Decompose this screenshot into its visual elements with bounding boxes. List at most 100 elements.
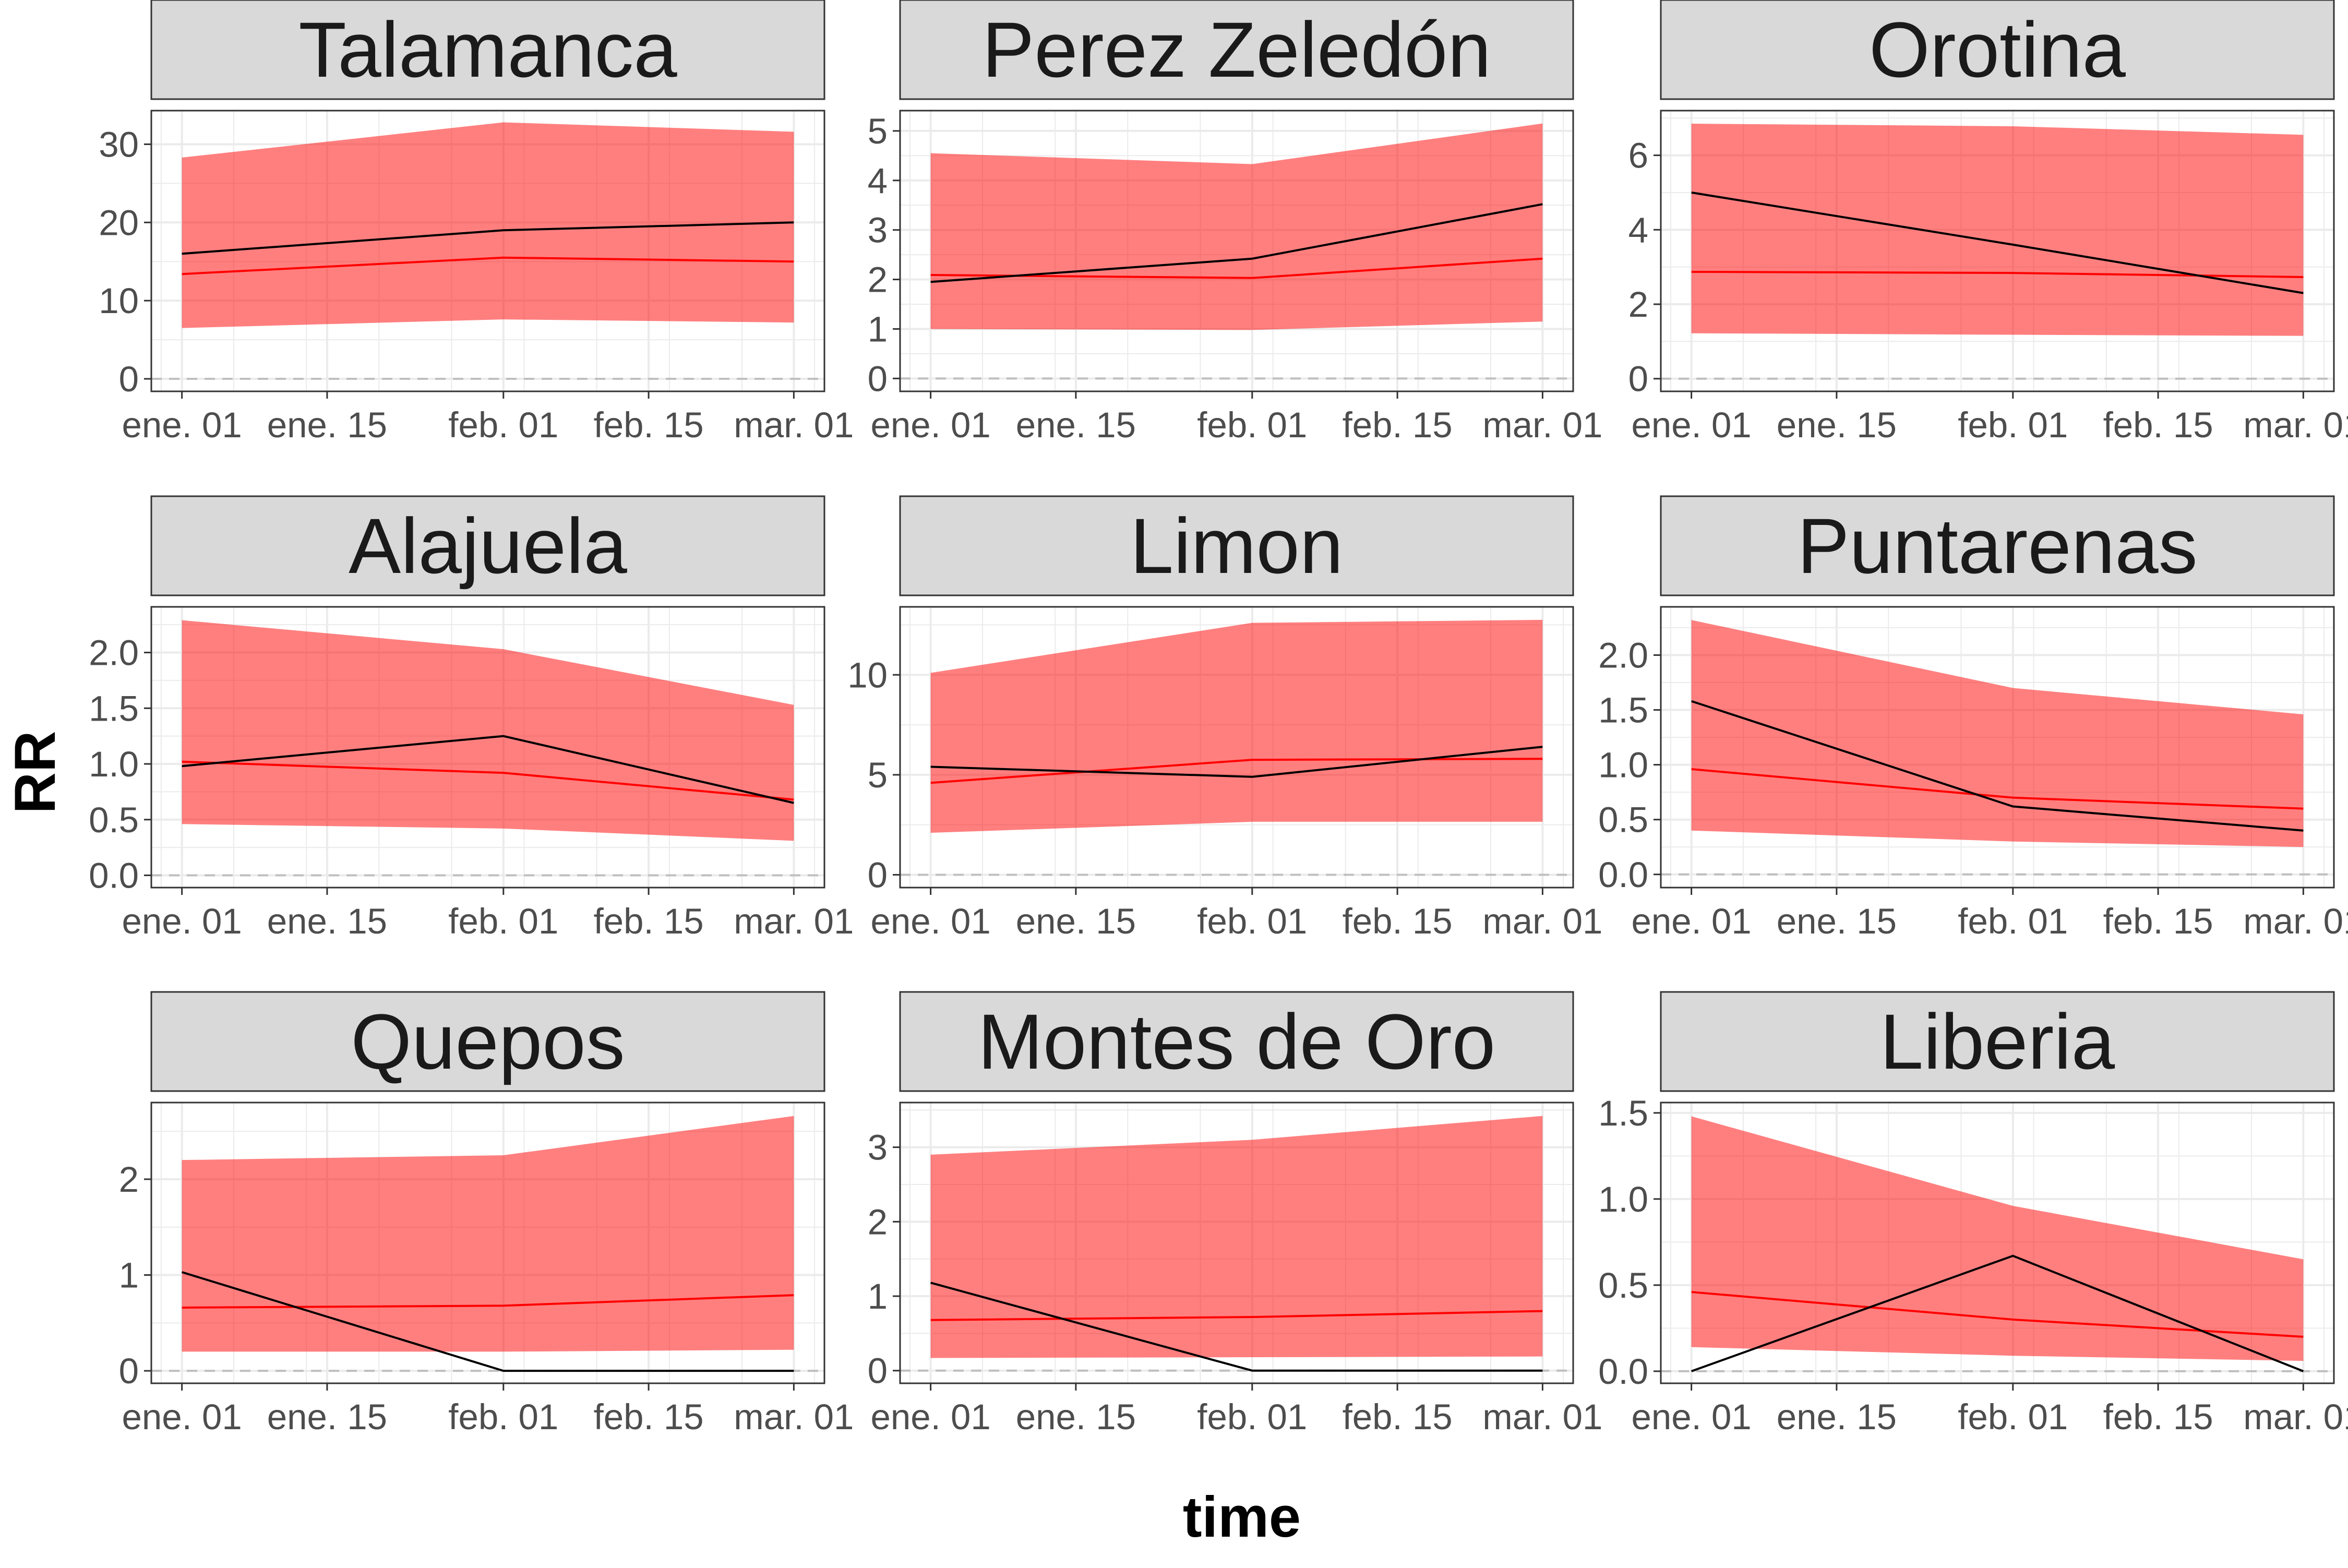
panel: Puntarenas 0.0 0.5 1.0 1.5 2.0 ene. 01 ene. 15 f…	[1598, 495, 2348, 941]
x-tick-label: ene. 01	[1632, 405, 1752, 445]
y-tick-label: 2.0	[89, 633, 139, 673]
y-tick-label: 10	[99, 281, 139, 321]
panel-title: Orotina	[1869, 6, 2126, 93]
panel-border	[1660, 110, 2335, 392]
x-tick-label: feb. 15	[2103, 405, 2213, 445]
y-tick-label: 0	[119, 1351, 139, 1391]
x-tick-label: ene. 01	[871, 901, 991, 941]
panel-title: Alajuela	[349, 502, 627, 590]
observed-line	[182, 221, 794, 255]
y-tick-label: 2	[119, 1159, 139, 1200]
y-tick-label: 4	[1628, 210, 1648, 250]
y-tick-label: 0	[868, 1351, 888, 1391]
confidence-band	[182, 1116, 794, 1352]
confidence-band	[930, 123, 1543, 330]
x-tick-label: mar. 01	[1482, 901, 1602, 941]
x-axis-title: time	[1183, 1485, 1301, 1549]
y-tick-label: 0.5	[1598, 800, 1648, 840]
panel-title: Puntarenas	[1797, 502, 2197, 590]
panel: Quepos 0 1 2 ene. 01 ene. 15 feb. 01 feb. 15 mar…	[119, 991, 854, 1437]
x-tick-label: mar. 01	[2243, 1397, 2348, 1437]
x-tick-label: mar. 01	[734, 901, 854, 941]
x-tick-label: feb. 15	[594, 901, 704, 941]
y-tick-label: 1.5	[1598, 1093, 1648, 1133]
y-tick-label: 2.0	[1598, 635, 1648, 675]
panel-border	[899, 1102, 1574, 1384]
x-tick-label: feb. 01	[1197, 405, 1307, 445]
x-tick-label: feb. 01	[1958, 1397, 2068, 1437]
y-tick-label: 4	[868, 161, 888, 201]
x-tick-label: mar. 01	[2243, 901, 2348, 941]
x-tick-label: feb. 01	[448, 1397, 558, 1437]
panel-border	[1660, 1102, 2335, 1384]
x-tick-label: ene. 01	[122, 405, 242, 445]
y-tick-label: 0.0	[1598, 855, 1648, 895]
panel-title: Liberia	[1880, 998, 2115, 1085]
panel: Talamanca 0 10 20 30 ene. 01 ene. 15 feb. 01 feb…	[99, 0, 854, 445]
panel: Liberia 0.0 0.5 1.0 1.5 ene. 01 ene. 15 feb. 01…	[1598, 991, 2348, 1437]
y-tick-label: 5	[868, 111, 888, 151]
observed-line	[930, 1282, 1543, 1372]
y-tick-label: 6	[1628, 136, 1648, 176]
panel-strip	[150, 495, 825, 596]
confidence-band	[182, 122, 794, 328]
panel: Orotina 0 2 4 6 ene. 01 ene. 15 feb. 01 feb. 15 m…	[1628, 0, 2348, 445]
estimate-line	[182, 1294, 794, 1309]
observed-line	[1691, 191, 2304, 294]
observed-line	[930, 746, 1543, 778]
estimate-line	[1691, 768, 2304, 810]
x-tick-label: ene. 15	[1777, 1397, 1897, 1437]
y-tick-label: 1.0	[1598, 1179, 1648, 1219]
panel-title: Perez Zeledón	[982, 6, 1491, 93]
y-tick-label: 2	[868, 260, 888, 300]
x-tick-label: ene. 15	[1016, 1397, 1136, 1437]
x-tick-label: mar. 01	[1482, 1397, 1602, 1437]
panel-strip	[1660, 495, 2335, 596]
y-tick-label: 0.5	[1598, 1265, 1648, 1306]
observed-line	[930, 203, 1543, 283]
y-tick-label: 3	[868, 210, 888, 250]
confidence-band	[1691, 1116, 2304, 1361]
y-tick-label: 2	[1628, 284, 1648, 325]
y-tick-label: 0.5	[89, 800, 139, 840]
y-tick-label: 0.0	[89, 856, 139, 896]
x-tick-label: feb. 01	[1958, 405, 2068, 445]
y-tick-label: 5	[868, 755, 888, 795]
panel-title: Quepos	[351, 998, 625, 1085]
y-tick-label: 1	[868, 1276, 888, 1316]
x-tick-label: feb. 01	[1197, 1397, 1307, 1437]
x-tick-label: feb. 01	[448, 901, 558, 941]
panel-title: Limon	[1130, 502, 1344, 590]
panel-border	[899, 606, 1574, 889]
y-tick-label: 1	[119, 1255, 139, 1296]
observed-line	[1691, 1254, 2304, 1372]
x-tick-label: ene. 15	[267, 901, 387, 941]
y-tick-label: 0	[868, 855, 888, 895]
x-tick-label: ene. 01	[1632, 1397, 1752, 1437]
x-tick-label: feb. 15	[594, 1397, 704, 1437]
y-tick-label: 20	[99, 202, 139, 243]
panel-strip	[899, 0, 1574, 100]
observed-line	[182, 735, 794, 804]
x-tick-label: feb. 15	[2103, 901, 2213, 941]
y-tick-label: 1.0	[89, 744, 139, 784]
x-tick-label: ene. 15	[1777, 405, 1897, 445]
estimate-line	[930, 1310, 1543, 1321]
x-tick-label: ene. 01	[871, 1397, 991, 1437]
estimate-line	[930, 257, 1543, 279]
panel: Alajuela 0.0 0.5 1.0 1.5 2.0 ene. 01 ene. 15 feb…	[89, 495, 854, 941]
y-tick-label: 0	[1628, 359, 1648, 399]
y-tick-label: 0	[868, 358, 888, 399]
confidence-band	[1691, 123, 2304, 336]
panel-strip	[1660, 991, 2335, 1092]
x-tick-label: mar. 01	[734, 1397, 854, 1437]
y-tick-label: 1.5	[89, 688, 139, 728]
y-tick-label: 1.0	[1598, 745, 1648, 785]
panel-strip	[899, 495, 1574, 596]
estimate-line	[930, 758, 1543, 784]
x-tick-label: feb. 15	[1343, 1397, 1453, 1437]
estimate-line	[1691, 270, 2304, 278]
